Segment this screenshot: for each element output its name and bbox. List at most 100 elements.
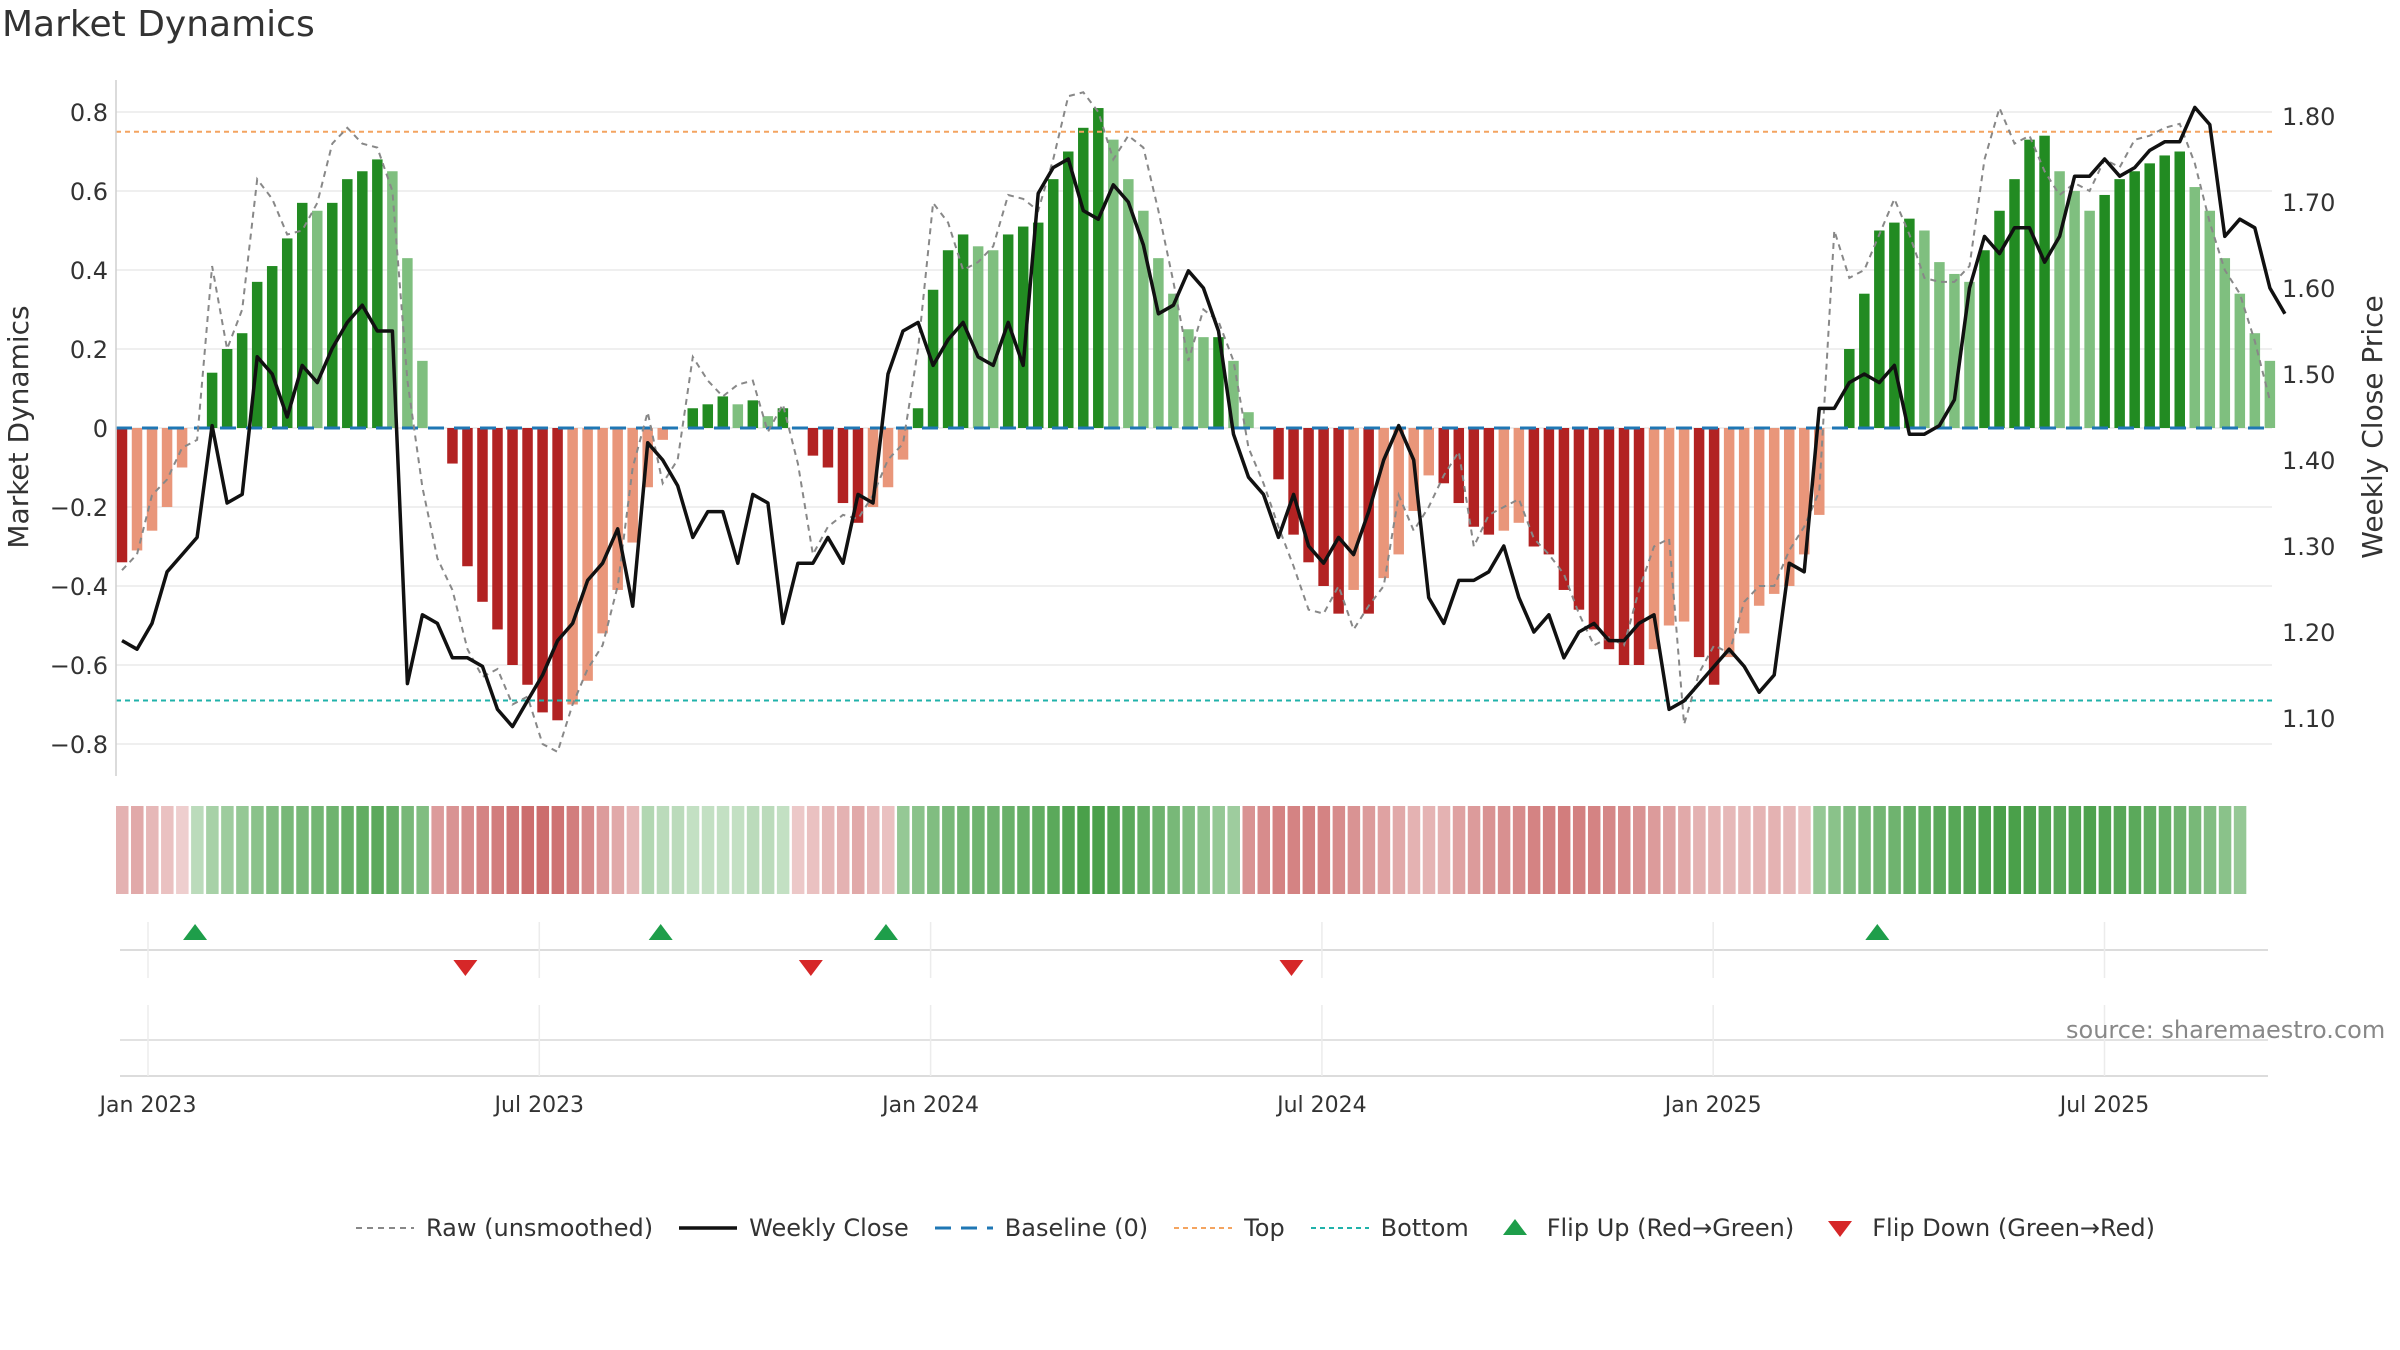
dynamics-bar [296,202,308,428]
dynamics-bar [957,234,969,428]
regime-band [2203,806,2217,894]
flip-markers [120,924,2268,976]
regime-band [1557,806,1571,894]
dynamics-bar [1949,273,1960,428]
legend-item-bottom[interactable]: Bottom [1310,1214,1469,1242]
dynamics-bar [1093,108,1104,429]
regime-band-strip [116,806,2247,894]
dynamics-bars [116,108,2276,721]
regime-band [882,806,895,894]
regime-band [1377,806,1391,894]
regime-band [1407,806,1421,894]
dynamics-bar [1303,428,1314,563]
dynamics-bar [1859,293,1870,428]
regime-band [2098,806,2112,894]
regime-band [1422,806,1436,894]
regime-band [686,806,700,894]
dynamics-bar [176,428,188,468]
dynamics-bar [2069,191,2080,428]
regime-band [641,806,655,894]
regime-band [1783,806,1796,894]
flip-down-marker [1279,960,1304,976]
dynamics-bar [1798,428,1810,555]
dynamics-bar [1904,218,1915,428]
legend-item-flip-up[interactable]: Flip Up (Red→Green) [1495,1214,1795,1242]
flip-up-marker [873,924,898,940]
regime-band [356,806,369,894]
dynamics-bar [1498,428,1510,531]
dynamics-bar [2039,135,2050,428]
legend-label-close: Weekly Close [749,1214,909,1242]
baseline-swatch-icon [934,1226,993,1230]
dynamics-bar [492,428,503,630]
right-tick-label: 1.80 [2282,103,2335,131]
regime-band [296,806,309,894]
dynamics-bar [897,428,909,460]
regime-band [491,806,504,894]
regime-band [2023,806,2037,894]
dynamics-bar [221,349,233,428]
dynamics-bar [1768,428,1780,594]
dynamics-bar [2204,210,2216,428]
regime-band [2188,806,2202,894]
legend-item-baseline[interactable]: Baseline (0) [934,1214,1148,1242]
regime-band [1317,806,1331,894]
regime-band [1708,806,1721,894]
regime-band [1197,806,1210,894]
dynamics-bar [266,266,278,428]
dynamics-bar [417,360,428,428]
regime-band [791,806,805,894]
regime-band [1062,806,1075,894]
dynamics-bar [1032,222,1044,428]
regime-band [1693,806,1706,894]
regime-band [1002,806,1015,894]
regime-band [2233,806,2247,894]
dynamics-bar [1423,428,1434,476]
dynamics-bar [1708,428,1720,685]
regime-band [1137,806,1150,894]
regime-band [626,806,640,894]
source-credit: source: sharemaestro.com [2066,1016,2386,1044]
dynamics-bar [146,428,158,531]
regime-band [131,806,144,894]
legend-item-top[interactable]: Top [1174,1214,1285,1242]
x-tick-label: Jul 2025 [2058,1093,2150,1118]
regime-band [1768,806,1781,894]
legend-item-raw[interactable]: Raw (unsmoothed) [356,1214,653,1242]
dynamics-bar [867,428,879,507]
right-axis-label: Weekly Close Price [2356,295,2389,558]
regime-band [206,806,219,894]
regime-band [311,806,324,894]
regime-band [1347,806,1361,894]
regime-band [1287,806,1301,894]
regime-band [2143,806,2157,894]
dynamics-bar [342,179,353,428]
dynamics-bar [972,246,984,428]
left-tick-label: −0.4 [50,573,108,601]
dynamics-bar [1002,234,1014,428]
dynamics-bar [447,428,458,464]
dynamics-bar [1483,428,1495,535]
right-tick-label: 1.70 [2282,189,2335,217]
dynamics-bar [1618,428,1630,665]
legend-label-flip-up: Flip Up (Red→Green) [1546,1214,1795,1242]
left-tick-label: −0.8 [50,731,108,759]
dynamics-bar [2009,179,2020,428]
legend-item-flip-down[interactable]: Flip Down (Green→Red) [1820,1214,2155,1242]
dynamics-bar [116,428,128,563]
regime-band [1512,806,1526,894]
dynamics-bar [2099,194,2110,428]
right-tick-label: 1.30 [2282,533,2335,561]
dynamics-bar [312,210,323,428]
dynamics-bar [1453,428,1465,504]
regime-band [1152,806,1165,894]
legend-item-close[interactable]: Weekly Close [679,1214,909,1242]
dynamics-bar [2264,360,2276,428]
weekly-close-series [121,105,2287,729]
raw-series [121,91,2271,754]
regime-band [1242,806,1255,894]
regime-band [1587,806,1601,894]
dynamics-bar [1228,360,1239,428]
dynamics-bar [1558,428,1570,590]
